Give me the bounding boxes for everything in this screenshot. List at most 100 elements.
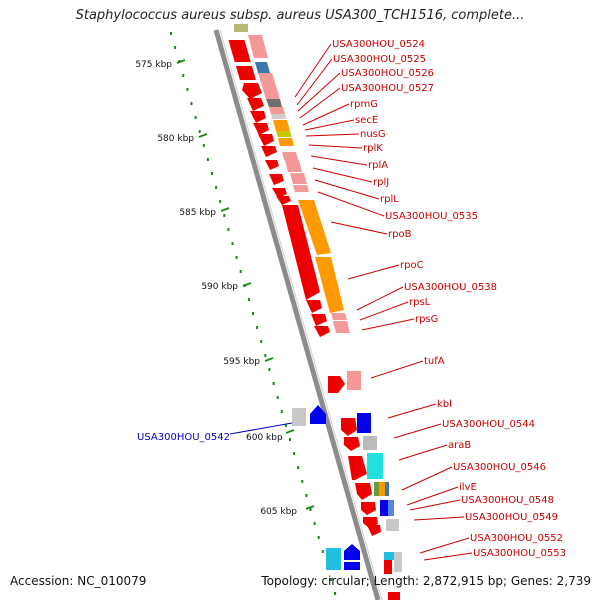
gene-feature[interactable] (367, 453, 383, 479)
gene-arrow[interactable] (361, 502, 376, 515)
gene-feature[interactable] (293, 185, 309, 192)
gene-feature[interactable] (258, 73, 280, 99)
gene-arrow[interactable] (306, 300, 322, 313)
gene-feature[interactable] (331, 313, 347, 320)
gene-feature[interactable] (380, 500, 388, 516)
gene-arrow[interactable] (272, 188, 287, 198)
ruler-dot (272, 382, 275, 385)
gene-label[interactable]: araB (448, 440, 471, 451)
gene-feature[interactable] (344, 562, 360, 570)
gene-label[interactable]: kbl (437, 399, 452, 410)
gene-label[interactable]: USA300HOU_0538 (404, 282, 497, 293)
gene-label[interactable]: USA300HOU_0549 (465, 512, 558, 523)
gene-feature[interactable] (298, 200, 331, 255)
gene-feature[interactable] (379, 482, 385, 496)
gene-label[interactable]: USA300HOU_0526 (341, 68, 434, 79)
gene-arrow[interactable] (355, 483, 372, 500)
gene-arrow[interactable] (344, 544, 360, 560)
gene-feature[interactable] (384, 560, 392, 574)
gene-feature[interactable] (333, 321, 350, 333)
gene-feature[interactable] (282, 205, 320, 300)
gene-arrow[interactable] (253, 123, 269, 135)
gene-feature[interactable] (374, 482, 379, 496)
gene-arrow[interactable] (311, 314, 327, 326)
gene-feature[interactable] (285, 160, 302, 172)
gene-feature[interactable] (234, 24, 248, 32)
leader-line (308, 144, 363, 149)
gene-feature[interactable] (388, 592, 400, 600)
leader-line (359, 301, 409, 321)
gene-feature[interactable] (255, 62, 270, 73)
gene-feature[interactable] (269, 107, 285, 114)
gene-feature[interactable] (248, 35, 268, 58)
gene-feature[interactable] (235, 66, 256, 80)
leader-line (296, 58, 333, 106)
gene-feature[interactable] (290, 173, 307, 184)
gene-label[interactable]: rpsG (415, 314, 438, 325)
gene-label[interactable]: USA300HOU_0546 (453, 462, 546, 473)
gene-label[interactable]: USA300HOU_0553 (473, 548, 566, 559)
leader-line (314, 179, 380, 200)
gene-feature[interactable] (266, 99, 282, 107)
gene-feature[interactable] (271, 114, 287, 119)
gene-arrow[interactable] (344, 437, 360, 451)
gene-feature[interactable] (228, 40, 251, 62)
gene-label[interactable]: rpoC (400, 260, 424, 271)
leader-line (330, 221, 388, 235)
gene-feature[interactable] (394, 552, 402, 572)
gene-feature[interactable] (357, 413, 371, 433)
gene-label[interactable]: USA300HOU_0552 (470, 533, 563, 544)
gene-features[interactable] (228, 24, 402, 600)
gene-feature[interactable] (384, 552, 394, 560)
gene-label[interactable]: USA300HOU_0527 (341, 83, 434, 94)
gene-label[interactable]: USA300HOU_0525 (333, 54, 426, 65)
gene-feature[interactable] (386, 519, 399, 531)
gene-feature[interactable] (315, 257, 344, 313)
gene-label[interactable]: rpoB (388, 229, 412, 240)
gene-feature[interactable] (348, 456, 367, 480)
gene-label[interactable]: rplA (368, 160, 388, 171)
gene-label[interactable]: ilvE (459, 482, 477, 493)
gene-label[interactable]: rplK (363, 143, 383, 154)
gene-label[interactable]: tufA (424, 356, 445, 367)
gene-feature[interactable] (276, 131, 292, 137)
gene-arrow[interactable] (367, 525, 381, 536)
gene-arrow[interactable] (328, 376, 345, 393)
gene-label[interactable]: USA300HOU_0548 (461, 495, 554, 506)
ruler-tick-590: 590 kbp (201, 282, 238, 292)
gene-arrow[interactable] (341, 418, 357, 436)
gene-label[interactable]: USA300HOU_0544 (442, 419, 535, 430)
gene-label[interactable]: nusG (360, 129, 386, 140)
gene-feature[interactable] (347, 371, 361, 390)
gene-feature[interactable] (278, 138, 294, 146)
gene-feature[interactable] (385, 482, 389, 496)
gene-label[interactable]: rpmG (350, 99, 378, 110)
gene-arrow[interactable] (314, 326, 330, 337)
gene-feature[interactable] (326, 548, 341, 570)
gene-label[interactable]: secE (355, 115, 378, 126)
gene-labels[interactable]: USA300HOU_0524 USA300HOU_0525 USA300HOU_05… (137, 39, 566, 559)
gene-label[interactable]: rplL (380, 194, 399, 205)
gene-label[interactable]: USA300HOU_0542 (137, 432, 230, 443)
gene-arrow[interactable] (310, 405, 326, 424)
gene-arrow[interactable] (269, 174, 284, 185)
gene-label[interactable]: USA300HOU_0535 (385, 211, 478, 222)
gene-feature[interactable] (273, 120, 290, 131)
gene-arrow[interactable] (242, 83, 262, 99)
gene-feature[interactable] (388, 500, 394, 516)
gene-feature[interactable] (282, 152, 298, 160)
gene-arrow[interactable] (265, 160, 279, 170)
gene-feature[interactable] (292, 408, 306, 426)
gene-arrow[interactable] (250, 111, 266, 123)
ruler-dot (317, 536, 320, 539)
gene-arrow[interactable] (247, 98, 264, 111)
gene-arrow[interactable] (258, 134, 274, 146)
gene-label[interactable]: USA300HOU_0524 (332, 39, 425, 50)
gene-label[interactable]: rplJ (373, 177, 389, 188)
gene-arrow[interactable] (276, 196, 291, 205)
gene-feature[interactable] (363, 436, 377, 450)
gene-arrow[interactable] (261, 146, 277, 157)
gene-label[interactable]: rpsL (409, 297, 431, 308)
ruler-dot (211, 172, 213, 175)
